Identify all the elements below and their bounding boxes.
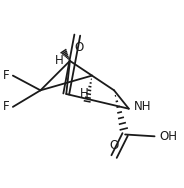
Text: OH: OH [159,130,177,143]
Text: F: F [3,69,9,82]
Text: O: O [75,41,84,54]
Text: F: F [3,100,9,113]
Text: O: O [109,139,119,152]
Text: H: H [80,87,89,100]
Text: NH: NH [133,100,151,113]
Text: H: H [54,55,63,67]
